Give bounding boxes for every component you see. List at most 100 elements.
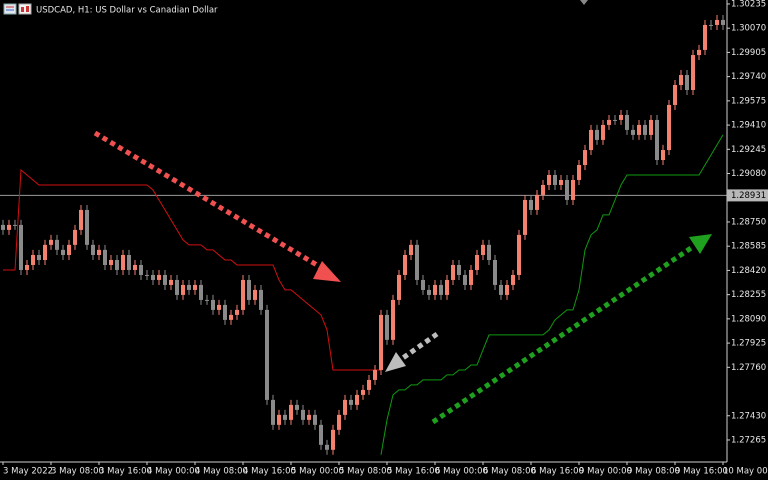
header-icons	[3, 3, 32, 15]
candle-body	[451, 264, 455, 280]
candle-body	[121, 255, 125, 270]
candle-body	[565, 179, 569, 200]
candle-body	[253, 289, 257, 300]
y-tick-label: 1.30070	[731, 24, 766, 34]
candle-body	[349, 399, 353, 405]
candle-body	[445, 279, 449, 295]
candle-body	[637, 124, 641, 135]
candle-body	[433, 284, 437, 295]
candle-body	[571, 179, 575, 200]
icon-chart[interactable]	[18, 3, 32, 15]
candle-body	[55, 239, 59, 250]
x-tick-label: 9 May 16:00	[675, 467, 728, 477]
candle-body	[517, 234, 521, 275]
candle-body	[679, 75, 683, 86]
candle-body	[313, 414, 317, 425]
candle-body	[583, 150, 587, 166]
candle-body	[613, 119, 617, 121]
candle-body	[343, 399, 347, 415]
candle-body	[139, 264, 143, 275]
candle-body	[295, 404, 299, 410]
x-tick-label: 5 May 16:00	[387, 467, 440, 477]
candle-body	[649, 119, 653, 135]
candle-body	[277, 414, 281, 425]
candle-body	[619, 114, 623, 120]
icon-menu[interactable]	[3, 3, 17, 15]
candle-body	[7, 224, 11, 230]
candle-body	[673, 85, 677, 105]
candle-body	[247, 279, 251, 300]
candle-body	[85, 209, 89, 245]
x-tick-label: 4 May 16:00	[243, 467, 296, 477]
x-tick-label: 6 May 00:00	[435, 467, 488, 477]
candle-body	[259, 289, 263, 310]
candle-body	[193, 284, 197, 290]
candle-body	[157, 274, 161, 280]
x-tick-label: 3 May 08:00	[51, 467, 104, 477]
candle-body	[409, 244, 413, 256]
candle-body	[319, 424, 323, 445]
arrow-head	[313, 261, 341, 282]
candle-body	[307, 414, 311, 420]
candle-body	[49, 239, 53, 245]
x-tick-label: 3 May 16:00	[99, 467, 152, 477]
candle-body	[475, 255, 479, 270]
candle-body	[37, 255, 41, 260]
candle-body	[73, 229, 77, 245]
candle-body	[577, 165, 581, 180]
candle-body	[241, 279, 245, 310]
candle-body	[103, 249, 107, 265]
icon-bar	[26, 6, 29, 12]
x-tick-label: 5 May 08:00	[339, 467, 392, 477]
candle-body	[373, 369, 377, 380]
candle-body	[643, 124, 647, 135]
candle-body	[601, 124, 605, 140]
candle-body	[685, 75, 689, 90]
candle-body	[469, 269, 473, 285]
candle-body	[43, 244, 47, 260]
candle-body	[271, 399, 275, 425]
candle-body	[265, 309, 269, 400]
candle-body	[145, 274, 149, 276]
x-tick-label: 4 May 00:00	[147, 467, 200, 477]
candle-body	[667, 104, 671, 151]
y-tick-label: 1.28090	[731, 314, 766, 324]
candle-body	[151, 274, 155, 280]
y-tick-label: 1.27430	[731, 411, 766, 421]
candle-body	[541, 184, 545, 195]
arrow-up-green	[431, 243, 696, 425]
candle-body	[427, 289, 431, 295]
candle-body	[385, 314, 389, 340]
candle-body	[661, 150, 665, 161]
candle-body	[481, 244, 485, 256]
candle-body	[493, 259, 497, 285]
candle-body	[721, 19, 725, 25]
candle-body	[301, 409, 305, 420]
candle-body	[163, 274, 167, 285]
y-tick-label: 1.29575	[731, 96, 766, 106]
candle-body	[403, 255, 407, 275]
arrow-head	[385, 352, 406, 372]
candle-body	[223, 304, 227, 320]
chart-title: USDCAD, H1: US Dollar vs Canadian Dollar	[36, 6, 218, 16]
candle-body	[199, 284, 203, 300]
candle-body	[1, 224, 5, 230]
y-tick-label: 1.27925	[731, 339, 766, 349]
candle-body	[367, 379, 371, 390]
candle-body	[499, 284, 503, 295]
candle-body	[625, 114, 629, 130]
y-tick-label: 1.30235	[731, 0, 766, 9]
candle-body	[523, 199, 527, 235]
candle-body	[31, 255, 35, 265]
y-tick-label: 1.29410	[731, 121, 766, 131]
y-tick-label: 1.29905	[731, 48, 766, 58]
candle-body	[187, 284, 191, 290]
candle-body	[709, 24, 713, 26]
y-tick-label: 1.28255	[731, 290, 766, 300]
candle-body	[79, 209, 83, 230]
candle-body	[397, 274, 401, 300]
y-tick-label: 1.27760	[731, 363, 766, 373]
candle-body	[19, 224, 23, 270]
candle-body	[61, 249, 65, 256]
